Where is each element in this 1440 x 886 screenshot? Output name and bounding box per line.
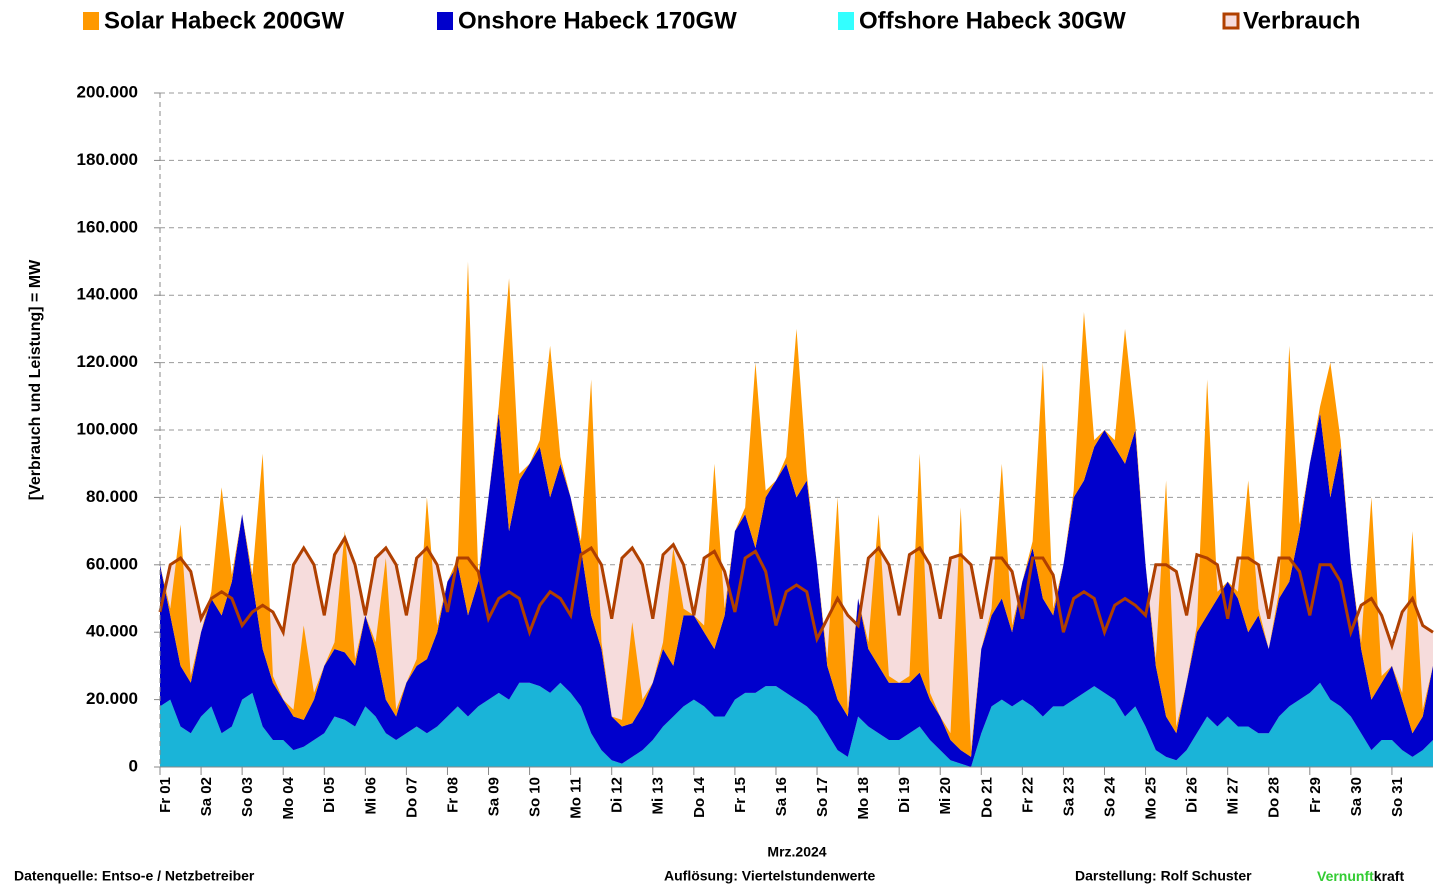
x-tick-label: So 03: [239, 777, 256, 817]
footer-author: Darstellung: Rolf Schuster: [1075, 868, 1252, 884]
legend-swatch: [437, 12, 453, 30]
x-tick-label: Sa 23: [1060, 777, 1077, 816]
x-tick-label: Sa 02: [198, 777, 215, 816]
legend-label: Offshore Habeck 30GW: [859, 7, 1126, 34]
brand-green: Vernunft: [1317, 868, 1374, 884]
y-tick-label: 20.000: [86, 689, 138, 708]
x-tick-label: Sa 16: [773, 777, 790, 816]
x-tick-label: Di 05: [321, 777, 338, 813]
legend-label: Verbrauch: [1243, 7, 1360, 34]
x-tick-label: Do 28: [1266, 777, 1283, 818]
legend-label: Onshore Habeck 170GW: [458, 7, 737, 34]
brand-black: kraft: [1374, 868, 1405, 884]
legend-swatch: [838, 12, 854, 30]
x-tick-label: Mo 11: [568, 777, 585, 819]
y-tick-label: 80.000: [86, 487, 138, 506]
x-axis-label: Mrz.2024: [767, 844, 826, 860]
y-tick-label: 40.000: [86, 622, 138, 641]
y-tick-label: 60.000: [86, 554, 138, 573]
x-tick-label: Fr 15: [732, 777, 749, 813]
y-tick-label: 160.000: [77, 217, 138, 236]
y-tick-label: 180.000: [77, 150, 138, 169]
y-tick-label: 100.000: [77, 419, 138, 438]
y-axis-label: [Verbrauch und Leistung] = MW: [27, 259, 44, 500]
x-tick-label: So 17: [814, 777, 831, 817]
x-tick-label: Mi 13: [650, 777, 667, 815]
x-tick-label: Mo 18: [855, 777, 872, 820]
footer-resolution: Auflösung: Viertelstundenwerte: [664, 868, 876, 884]
footer-brand: Vernunftkraft: [1317, 868, 1404, 884]
x-tick-label: Do 07: [403, 777, 420, 818]
x-tick-label: Di 12: [609, 777, 626, 813]
x-tick-label: Sa 30: [1348, 777, 1365, 816]
x-tick-label: Fr 08: [444, 777, 461, 813]
x-tick-label: Do 14: [691, 776, 708, 818]
y-tick-label: 0: [129, 756, 138, 775]
legend-swatch: [1224, 14, 1238, 28]
x-tick-label: Di 19: [896, 777, 913, 813]
x-tick-label: So 10: [527, 777, 544, 817]
x-tick-label: Sa 09: [485, 777, 502, 816]
y-tick-label: 140.000: [77, 285, 138, 304]
x-tick-label: Mi 06: [362, 777, 379, 815]
x-tick-label: Fr 01: [157, 777, 174, 813]
legend-label: Solar Habeck 200GW: [104, 7, 344, 34]
x-tick-label: So 31: [1389, 777, 1406, 817]
y-tick-label: 120.000: [77, 352, 138, 371]
x-tick-label: Fr 29: [1307, 777, 1324, 813]
x-tick-label: Di 26: [1184, 777, 1201, 813]
x-tick-label: Mo 25: [1143, 777, 1160, 820]
x-tick-label: Mo 04: [280, 776, 297, 819]
legend-swatch: [83, 12, 99, 30]
footer-source: Datenquelle: Entso-e / Netzbetreiber: [14, 868, 255, 884]
x-tick-label: Do 21: [978, 777, 995, 818]
y-tick-label: 200.000: [77, 82, 138, 101]
x-tick-label: Fr 22: [1019, 777, 1036, 813]
x-tick-label: Mi 20: [937, 777, 954, 815]
x-tick-label: Mi 27: [1225, 777, 1242, 815]
x-tick-label: So 24: [1101, 776, 1118, 817]
